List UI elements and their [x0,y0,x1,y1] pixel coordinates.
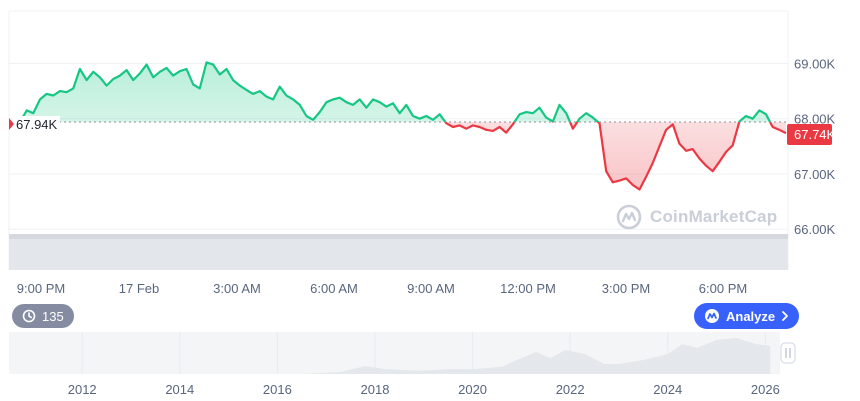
x-tick-label: 12:00 PM [500,281,556,296]
overview-x-tick-label: 2024 [653,382,682,397]
overview-x-tick-label: 2026 [751,382,780,397]
analyze-button[interactable]: Analyze [694,303,800,329]
baseline-label-text: 67.94K [16,117,58,132]
baseline-label: 67.94K [9,116,60,133]
history-clock-icon [22,309,36,323]
current-price-text: 67.74K [794,127,836,142]
y-tick-label: 69.00K [794,56,836,71]
coinmarketcap-logo-icon [616,204,642,230]
main-plot-frame [8,10,789,270]
analyze-label: Analyze [726,308,776,324]
brand-name: CoinMarketCap [650,207,778,226]
overview-handle[interactable] [780,342,796,364]
volume-band [9,234,788,270]
overview-x-tick-label: 2018 [361,382,390,397]
price-area-up [20,62,771,123]
overview-x-tick-label: 2016 [263,382,292,397]
analyze-logo-icon [705,309,719,323]
price-line-down [19,122,787,191]
y-tick-label: 67.00K [794,167,836,182]
current-price-tag: 67.74K [787,124,836,145]
overview-chart: 2012 2014 2016 2018 2020 2022 2024 2026 [9,332,796,397]
price-area-down [20,122,786,190]
price-line-up [19,61,772,123]
overview-x-axis: 2012 2014 2016 2018 2020 2022 2024 2026 [68,382,780,397]
y-tick-label: 68.00K [794,112,836,127]
x-tick-label: 17 Feb [119,281,159,296]
history-count: 135 [42,308,64,324]
x-tick-label: 3:00 AM [213,281,261,296]
overview-selection-window[interactable] [9,332,780,374]
price-series [19,61,787,191]
brand-watermark: CoinMarketCap [616,204,777,230]
y-axis: 69.00K 68.00K 67.00K 66.00K [794,56,836,237]
x-tick-label: 9:00 PM [17,281,65,296]
overview-x-tick-label: 2022 [556,382,585,397]
x-tick-label: 6:00 PM [699,281,747,296]
y-tick-label: 66.00K [794,222,836,237]
history-button[interactable]: 135 [12,304,74,328]
x-tick-label: 9:00 AM [407,281,455,296]
overview-x-tick-label: 2020 [458,382,487,397]
x-tick-label: 6:00 AM [310,281,358,296]
x-tick-label: 3:00 PM [602,281,650,296]
x-axis: 9:00 PM 17 Feb 3:00 AM 6:00 AM 9:00 AM 12:00 … [17,281,747,296]
overview-x-tick-label: 2014 [165,382,194,397]
chevron-right-icon [782,311,789,321]
overview-x-tick-label: 2012 [68,382,97,397]
